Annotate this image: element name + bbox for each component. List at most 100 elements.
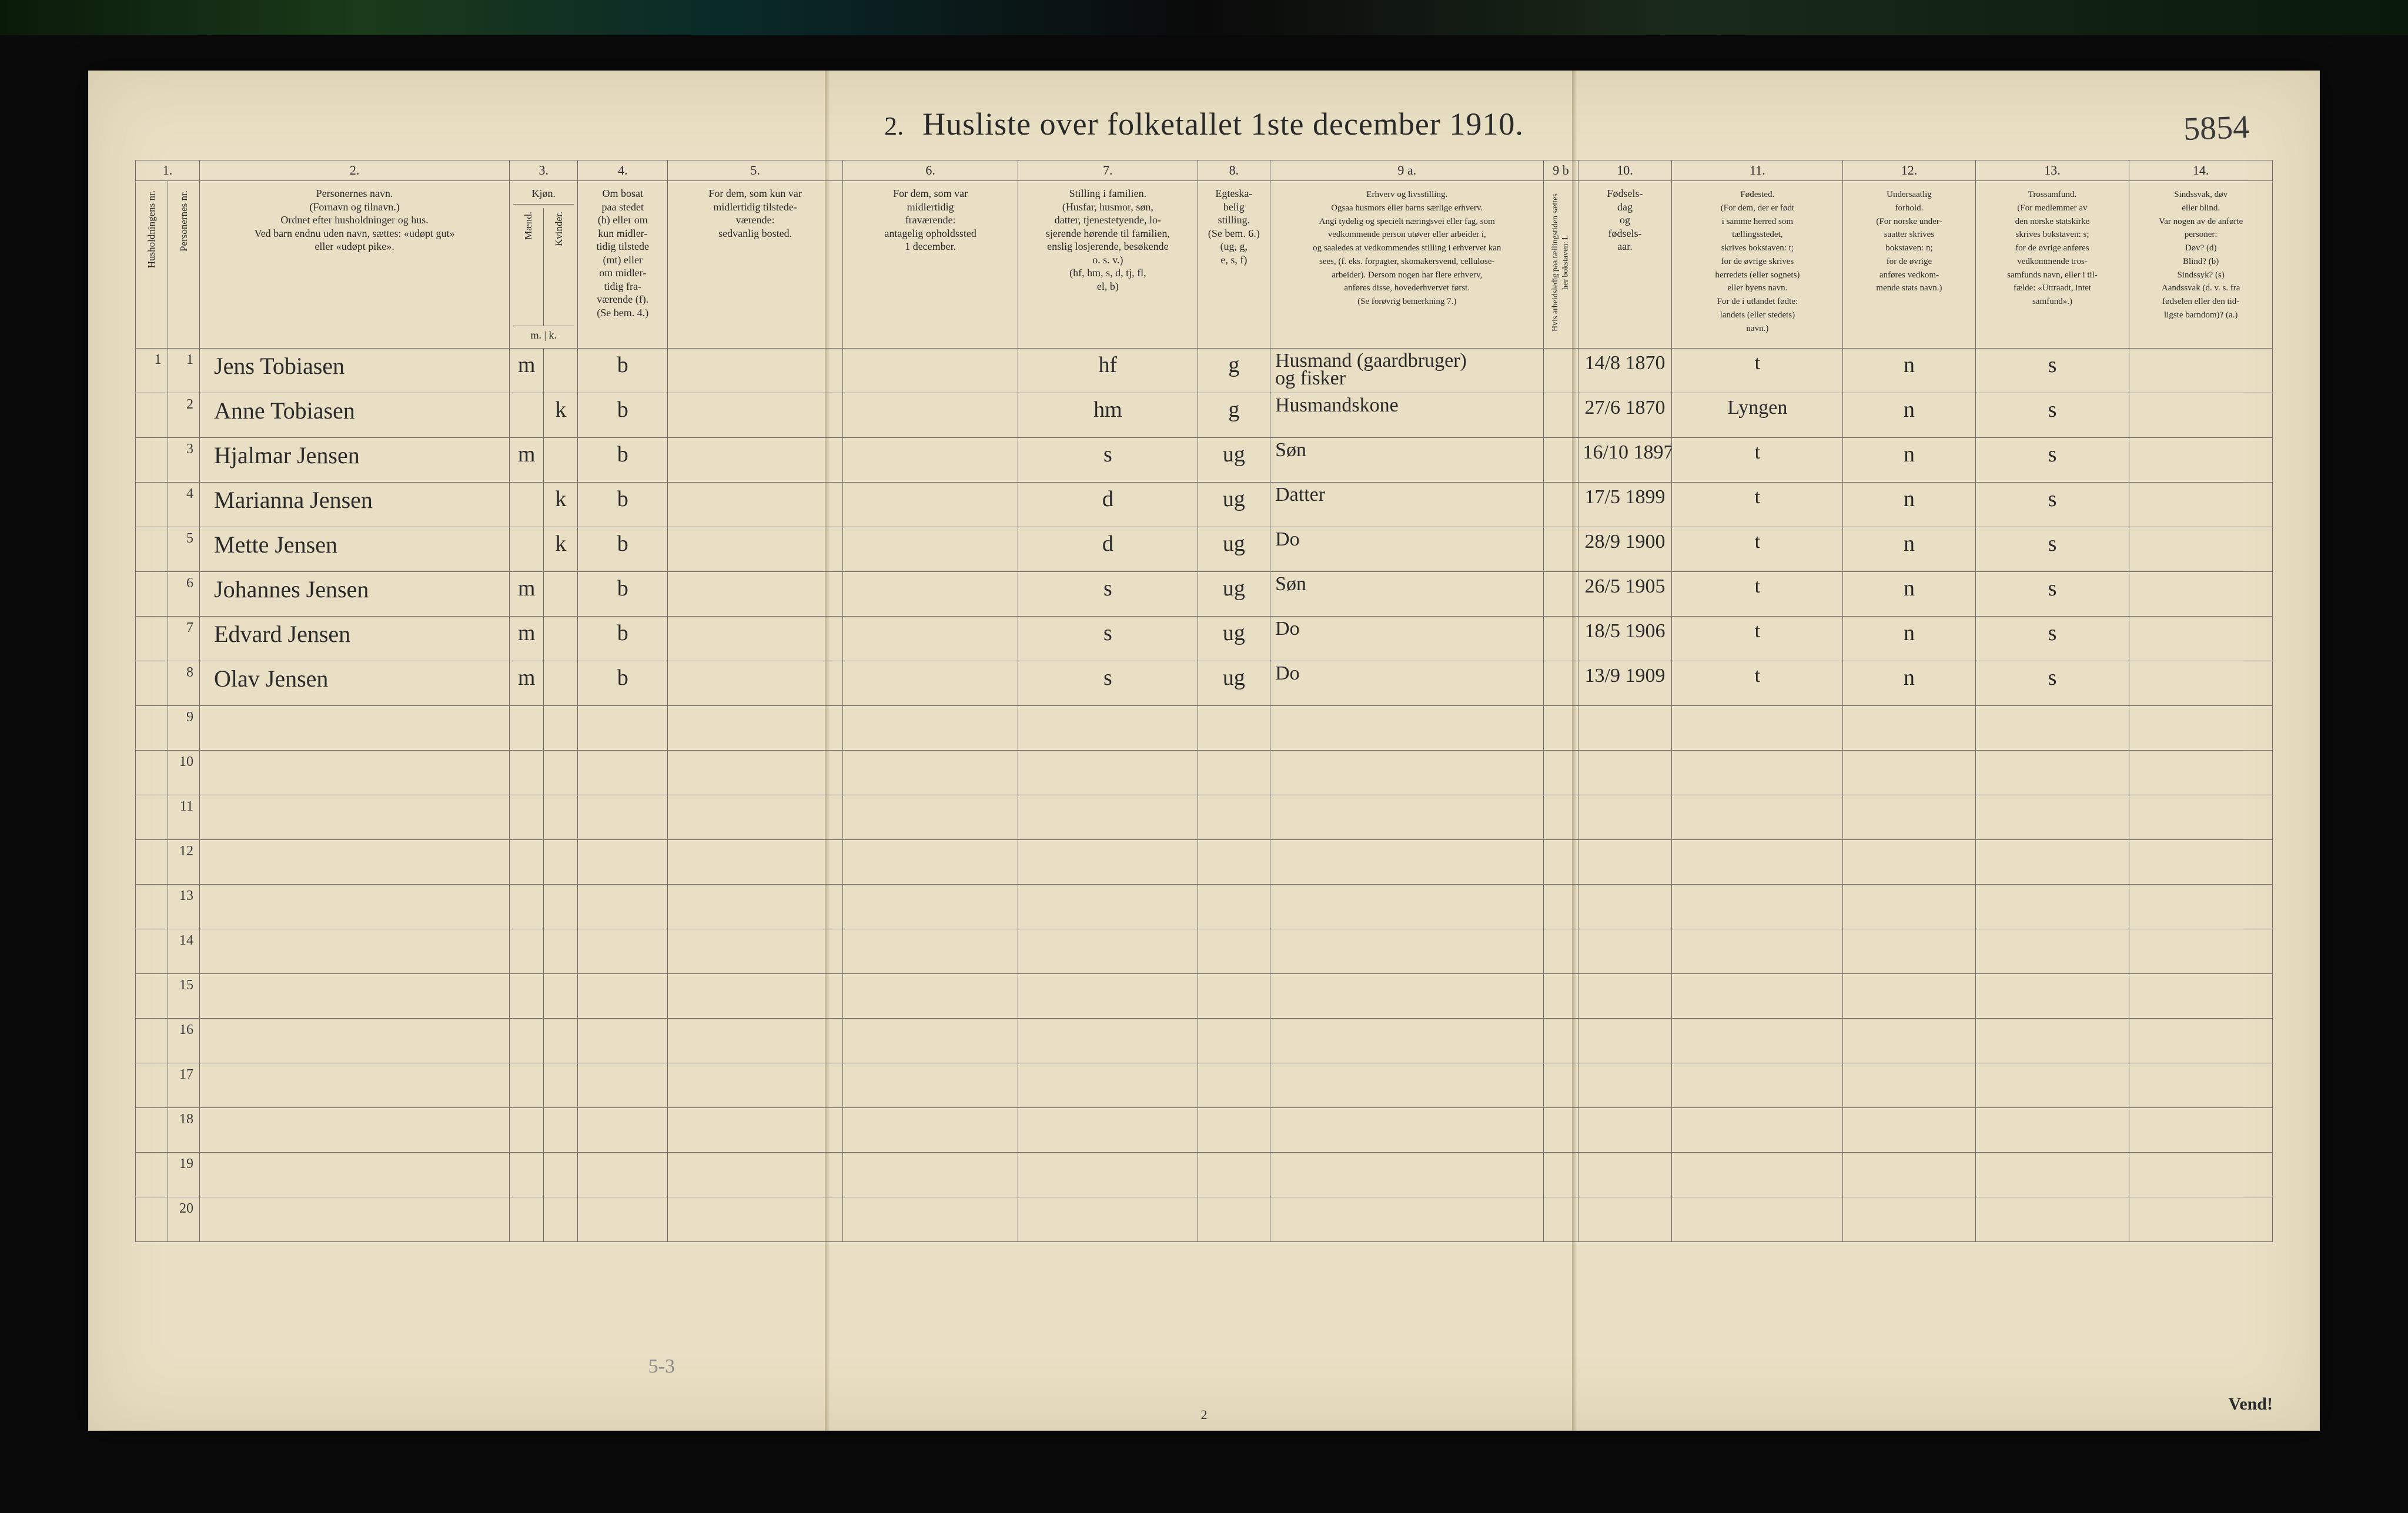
cell-person-no: 8 bbox=[168, 661, 200, 705]
cell-household-no bbox=[136, 839, 168, 884]
table-row-empty: 13 bbox=[136, 884, 2273, 929]
cell-sex-m bbox=[510, 393, 544, 437]
table-row: 11Jens TobiasenmbhfgHusmand (gaardbruger… bbox=[136, 348, 2273, 393]
cell-unemployed bbox=[1544, 661, 1578, 705]
cell-person-no: 16 bbox=[168, 1018, 200, 1063]
cell-household-no bbox=[136, 973, 168, 1018]
table-row-empty: 15 bbox=[136, 973, 2273, 1018]
cell-occupation: Do bbox=[1270, 616, 1544, 661]
cell-birthdate: 27/6 1870 bbox=[1578, 393, 1672, 437]
cell-birthdate: 28/9 1900 bbox=[1578, 527, 1672, 571]
cell-temp-present bbox=[668, 571, 843, 616]
cell-household-no bbox=[136, 616, 168, 661]
cell-temp-present bbox=[668, 348, 843, 393]
cell-birthplace: t bbox=[1672, 482, 1843, 527]
footer-page-number: 2 bbox=[1201, 1407, 1208, 1422]
hdr-nationality: Undersaatlig forhold. (For norske under-… bbox=[1843, 181, 1975, 349]
cell-household-no bbox=[136, 527, 168, 571]
cell-sex-k bbox=[544, 616, 578, 661]
colnum-6: 6. bbox=[843, 160, 1018, 181]
table-row: 2Anne TobiasenkbhmgHusmandskone27/6 1870… bbox=[136, 393, 2273, 437]
hdr-occupation: Erhverv og livsstilling. Ogsaa husmors e… bbox=[1270, 181, 1544, 349]
hdr-sex: Kjøn. Mænd. Kvinder. m. | k. bbox=[510, 181, 578, 349]
cell-person-no: 18 bbox=[168, 1107, 200, 1152]
cell-person-no: 15 bbox=[168, 973, 200, 1018]
cell-temp-absent bbox=[843, 616, 1018, 661]
hdr-temp-present: For dem, som kun var midlertidig tilsted… bbox=[668, 181, 843, 349]
cell-name: Marianna Jensen bbox=[200, 482, 510, 527]
table-row: 3Hjalmar JensenmbsugSøn16/10 1897tns bbox=[136, 437, 2273, 482]
cell-temp-absent bbox=[843, 527, 1018, 571]
cell-residence: b bbox=[578, 527, 668, 571]
cell-birthdate: 13/9 1909 bbox=[1578, 661, 1672, 705]
cell-family-pos: hm bbox=[1018, 393, 1198, 437]
cell-disability bbox=[2129, 482, 2273, 527]
cell-disability bbox=[2129, 661, 2273, 705]
cell-name: Olav Jensen bbox=[200, 661, 510, 705]
header-row: Husholdningens nr. Personernes nr. Perso… bbox=[136, 181, 2273, 349]
cell-birthplace: Lyngen bbox=[1672, 393, 1843, 437]
table-row-empty: 20 bbox=[136, 1197, 2273, 1241]
cell-occupation: Husmand (gaardbruger) og fisker bbox=[1270, 348, 1544, 393]
cell-temp-present bbox=[668, 616, 843, 661]
cell-nationality: n bbox=[1843, 661, 1975, 705]
cell-religion: s bbox=[1975, 616, 2129, 661]
cell-person-no: 2 bbox=[168, 393, 200, 437]
cell-sex-k: k bbox=[544, 527, 578, 571]
cell-name: Johannes Jensen bbox=[200, 571, 510, 616]
cell-person-no: 10 bbox=[168, 750, 200, 795]
cell-sex-k bbox=[544, 571, 578, 616]
cell-religion: s bbox=[1975, 527, 2129, 571]
pencil-annotation: 5-3 bbox=[648, 1355, 675, 1378]
cell-religion: s bbox=[1975, 661, 2129, 705]
cell-sex-m: m bbox=[510, 616, 544, 661]
cell-nationality: n bbox=[1843, 571, 1975, 616]
table-row-empty: 9 bbox=[136, 705, 2273, 750]
colnum-14: 14. bbox=[2129, 160, 2273, 181]
cell-disability bbox=[2129, 616, 2273, 661]
cell-occupation: Datter bbox=[1270, 482, 1544, 527]
cell-temp-present bbox=[668, 393, 843, 437]
colnum-11: 11. bbox=[1672, 160, 1843, 181]
cell-occupation: Do bbox=[1270, 527, 1544, 571]
cell-temp-present bbox=[668, 437, 843, 482]
colnum-4: 4. bbox=[578, 160, 668, 181]
colnum-9b: 9 b bbox=[1544, 160, 1578, 181]
cell-household-no bbox=[136, 705, 168, 750]
cell-disability bbox=[2129, 527, 2273, 571]
column-number-row: 1. 2. 3. 4. 5. 6. 7. 8. 9 a. 9 b 10. 11.… bbox=[136, 160, 2273, 181]
cell-marital: g bbox=[1198, 393, 1270, 437]
cell-nationality: n bbox=[1843, 437, 1975, 482]
colnum-10: 10. bbox=[1578, 160, 1672, 181]
cell-family-pos: d bbox=[1018, 482, 1198, 527]
cell-person-no: 17 bbox=[168, 1063, 200, 1107]
cell-marital: ug bbox=[1198, 661, 1270, 705]
cell-household-no bbox=[136, 1197, 168, 1241]
document-page: 2. Husliste over folketallet 1ste decemb… bbox=[88, 71, 2320, 1431]
table-row-empty: 16 bbox=[136, 1018, 2273, 1063]
cell-marital: ug bbox=[1198, 527, 1270, 571]
hdr-religion: Trossamfund. (For medlemmer av den norsk… bbox=[1975, 181, 2129, 349]
colnum-13: 13. bbox=[1975, 160, 2129, 181]
cell-family-pos: s bbox=[1018, 616, 1198, 661]
hdr-birthplace: Fødested. (For dem, der er født i samme … bbox=[1672, 181, 1843, 349]
cell-occupation: Husmandskone bbox=[1270, 393, 1544, 437]
cell-household-no bbox=[136, 750, 168, 795]
hdr-temp-absent: For dem, som var midlertidig fraværende:… bbox=[843, 181, 1018, 349]
cell-family-pos: d bbox=[1018, 527, 1198, 571]
cell-person-no: 4 bbox=[168, 482, 200, 527]
cell-birthplace: t bbox=[1672, 527, 1843, 571]
cell-temp-present bbox=[668, 527, 843, 571]
cell-household-no bbox=[136, 1107, 168, 1152]
cell-household-no bbox=[136, 795, 168, 839]
colnum-9a: 9 a. bbox=[1270, 160, 1544, 181]
handwritten-page-number: 5854 bbox=[2183, 108, 2250, 148]
footer-turn-page: Vend! bbox=[2228, 1394, 2273, 1414]
table-row: 5Mette JensenkbdugDo28/9 1900tns bbox=[136, 527, 2273, 571]
cell-household-no bbox=[136, 1152, 168, 1197]
cell-birthplace: t bbox=[1672, 348, 1843, 393]
page-content: 2. Husliste over folketallet 1ste decemb… bbox=[135, 106, 2273, 1395]
table-row-empty: 14 bbox=[136, 929, 2273, 973]
census-table: 1. 2. 3. 4. 5. 6. 7. 8. 9 a. 9 b 10. 11.… bbox=[135, 160, 2273, 1242]
cell-sex-m: m bbox=[510, 571, 544, 616]
